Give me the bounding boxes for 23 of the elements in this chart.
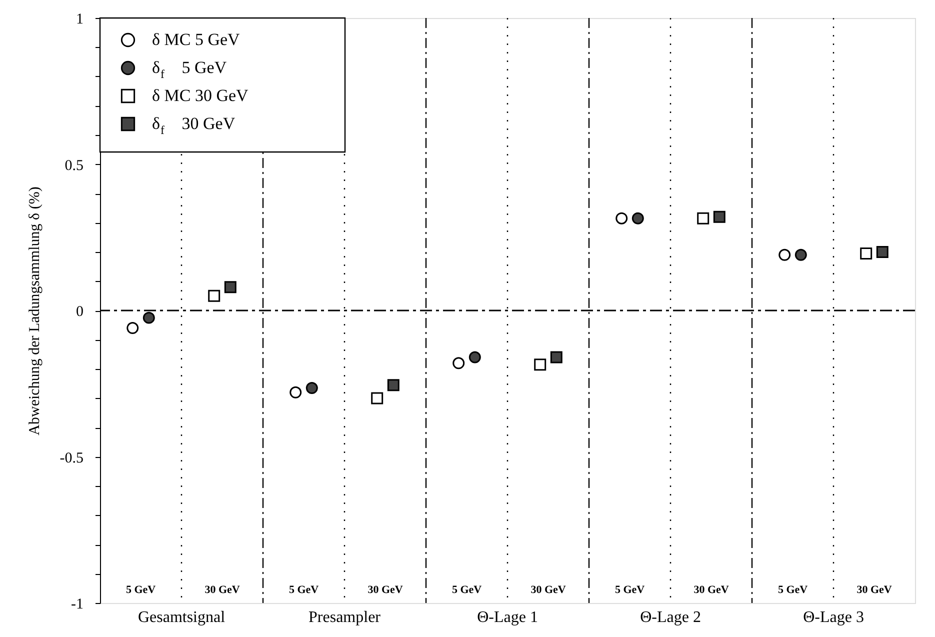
y-tick-label: 0.5 xyxy=(64,158,84,174)
x-tick-label: 5 GeV xyxy=(614,584,645,596)
y-axis-title: Abweichung der Ladungsammlung δ (%) xyxy=(26,186,43,436)
text: Θ-Lage 1 xyxy=(477,609,538,626)
y-tick-label: 0 xyxy=(76,304,84,320)
x-tick-label: 30 GeV xyxy=(530,584,566,596)
text: Presampler xyxy=(308,609,382,626)
text: Gesamtsignal xyxy=(138,609,226,626)
x-tick-label: 30 GeV xyxy=(694,584,729,596)
x-tick-label: 5 GeV xyxy=(778,584,808,596)
x-tick-label: 30 GeV xyxy=(856,584,892,596)
y-tick-label: 1 xyxy=(76,12,84,28)
legend-label: δ MC 30 GeV xyxy=(152,86,250,105)
y-tick-label: -1 xyxy=(71,596,84,612)
x-tick-label: 5 GeV xyxy=(126,584,156,596)
x-tick-label: 5 GeV xyxy=(288,584,319,596)
x-tick-label: 5 GeV xyxy=(452,584,482,596)
text: Θ-Lage 2 xyxy=(640,609,701,626)
text: Θ-Lage 3 xyxy=(803,609,864,626)
x-tick-label: 30 GeV xyxy=(368,584,403,596)
legend-label: δ MC 5 GeV xyxy=(152,30,241,49)
x-tick-label: 30 GeV xyxy=(204,584,240,596)
y-tick-label: -0.5 xyxy=(60,450,84,466)
